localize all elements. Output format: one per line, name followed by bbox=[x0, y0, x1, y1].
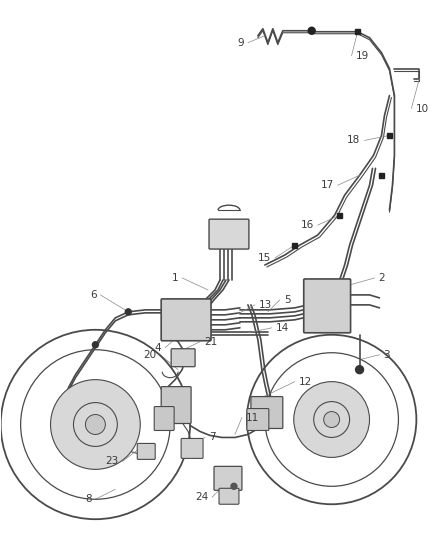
FancyBboxPatch shape bbox=[246, 409, 268, 431]
Bar bbox=[292, 243, 297, 247]
Text: 1: 1 bbox=[171, 273, 178, 283]
Bar bbox=[378, 173, 383, 178]
Text: 8: 8 bbox=[85, 494, 91, 504]
Text: 3: 3 bbox=[383, 350, 389, 360]
Text: 23: 23 bbox=[105, 456, 118, 466]
FancyBboxPatch shape bbox=[171, 349, 194, 367]
Text: 7: 7 bbox=[208, 432, 215, 442]
FancyBboxPatch shape bbox=[303, 279, 350, 333]
FancyBboxPatch shape bbox=[161, 299, 211, 341]
FancyBboxPatch shape bbox=[161, 386, 191, 424]
Circle shape bbox=[50, 379, 140, 470]
FancyBboxPatch shape bbox=[181, 439, 203, 458]
Circle shape bbox=[307, 27, 314, 34]
Text: 6: 6 bbox=[89, 290, 96, 300]
Text: 18: 18 bbox=[346, 135, 360, 146]
Bar bbox=[354, 29, 359, 34]
Text: 24: 24 bbox=[194, 492, 208, 502]
Text: 12: 12 bbox=[298, 377, 311, 386]
Text: 16: 16 bbox=[300, 220, 313, 230]
Bar bbox=[336, 213, 341, 217]
Text: 17: 17 bbox=[320, 180, 333, 190]
Text: 21: 21 bbox=[204, 337, 217, 347]
Text: 11: 11 bbox=[245, 413, 258, 423]
Circle shape bbox=[85, 415, 105, 434]
FancyBboxPatch shape bbox=[208, 219, 248, 249]
FancyBboxPatch shape bbox=[137, 443, 155, 459]
Circle shape bbox=[125, 309, 131, 315]
Text: 4: 4 bbox=[154, 343, 161, 353]
Text: 15: 15 bbox=[257, 253, 270, 263]
Text: 5: 5 bbox=[283, 295, 290, 305]
Circle shape bbox=[92, 342, 98, 348]
FancyBboxPatch shape bbox=[219, 488, 238, 504]
Bar bbox=[386, 133, 391, 138]
Text: 2: 2 bbox=[378, 273, 384, 283]
Text: 10: 10 bbox=[414, 103, 427, 114]
Circle shape bbox=[230, 483, 237, 489]
FancyBboxPatch shape bbox=[214, 466, 241, 490]
Circle shape bbox=[355, 366, 363, 374]
FancyBboxPatch shape bbox=[251, 397, 282, 429]
Circle shape bbox=[323, 411, 339, 427]
Text: 9: 9 bbox=[237, 38, 244, 48]
FancyBboxPatch shape bbox=[154, 407, 174, 431]
Text: 13: 13 bbox=[258, 300, 272, 310]
Text: 19: 19 bbox=[355, 51, 368, 61]
Text: 14: 14 bbox=[275, 323, 288, 333]
Circle shape bbox=[293, 382, 369, 457]
Text: 20: 20 bbox=[143, 350, 156, 360]
